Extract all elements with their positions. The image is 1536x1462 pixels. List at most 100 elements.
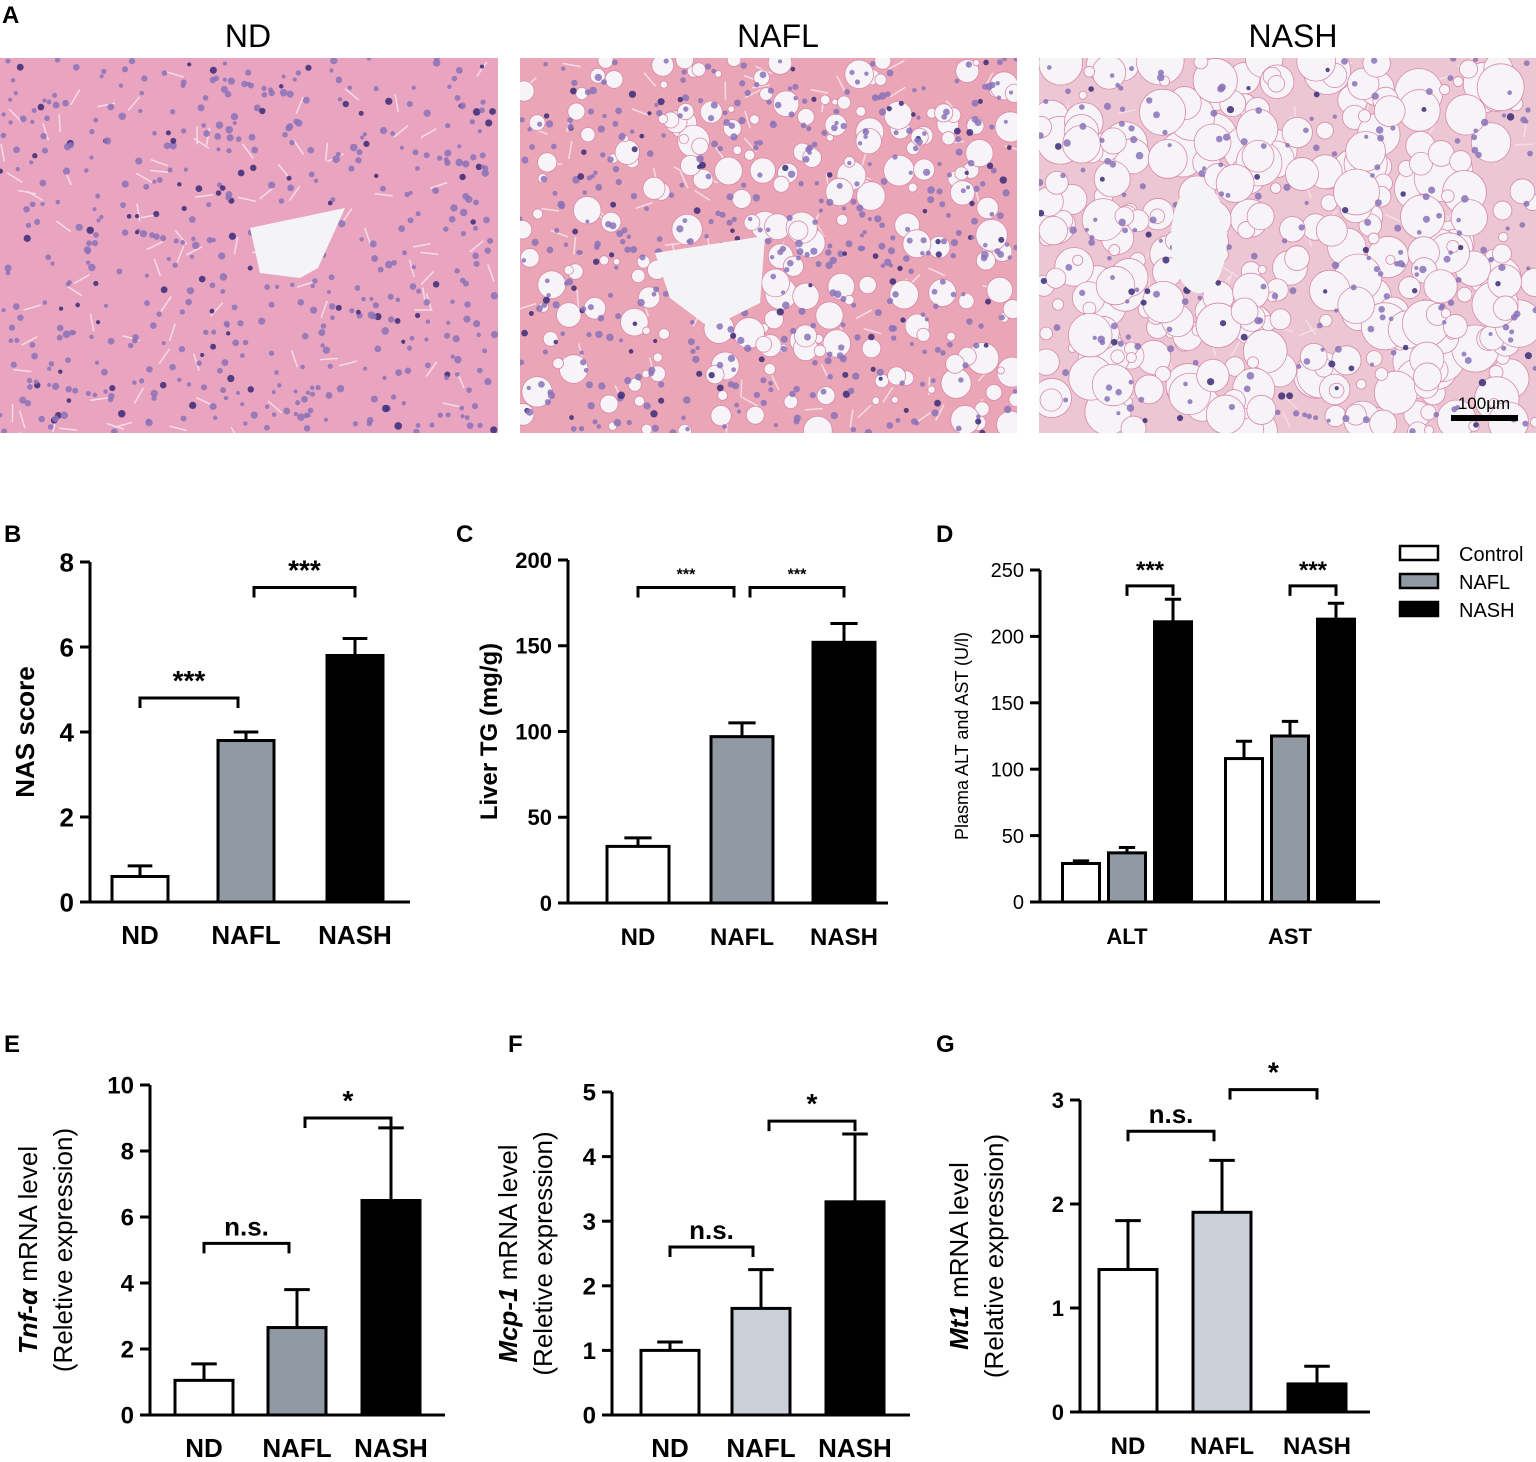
nucleus [470,154,477,161]
nucleus [1254,173,1260,180]
fat-vacuole [1365,350,1383,367]
nucleus [209,76,217,84]
nucleus [1039,179,1044,186]
nucleus [475,163,483,170]
nucleus [776,308,784,316]
sinusoid [408,259,415,278]
nucleus [1215,280,1222,286]
nucleus [121,180,129,188]
nucleus [825,261,833,270]
nucleus [561,66,566,71]
nucleus [903,255,910,262]
nucleus [286,175,292,181]
y-tick-label: 3 [1052,1088,1064,1113]
nucleus [781,290,786,295]
nucleus [47,424,54,430]
nucleus [864,428,873,433]
fat-vacuole [1051,298,1065,311]
nucleus [824,357,832,365]
nucleus [399,145,404,150]
nucleus [185,298,192,306]
nucleus [89,129,95,135]
nucleus [962,362,969,369]
nucleus [914,137,920,143]
nucleus [980,254,988,262]
nucleus [1331,261,1340,270]
nucleus [83,246,91,254]
nucleus [1433,411,1440,418]
nucleus [1348,365,1355,372]
nucleus [1007,255,1012,260]
nucleus [851,302,857,308]
nucleus [985,298,992,305]
nucleus [982,242,988,248]
nucleus [372,302,379,309]
nucleus [897,265,903,272]
nucleus [803,333,811,341]
nucleus [480,164,486,169]
nucleus [818,208,824,213]
nucleus [121,229,129,236]
fat-vacuole [749,114,760,125]
sinusoid [205,127,211,146]
nucleus [95,193,101,199]
nucleus [1473,58,1479,63]
nucleus [1519,222,1526,228]
nucleus [83,168,89,173]
nucleus [8,97,13,102]
nucleus [1370,58,1378,64]
nucleus [31,108,37,113]
sinusoid [741,396,759,407]
nucleus [983,59,989,66]
y-tick-label: 8 [121,1139,134,1166]
nucleus [628,90,637,98]
nucleus [905,226,911,232]
nucleus [180,240,186,245]
nucleus [889,278,897,285]
x-tick-label: ND [621,924,656,951]
nucleus [236,390,241,395]
sinusoid [1304,319,1316,335]
significance-bracket [252,586,357,598]
nucleus [62,99,69,107]
nucleus [1390,349,1397,356]
fat-vacuole [528,114,546,132]
nucleus [16,63,24,71]
nucleus [1388,316,1394,322]
nucleus [228,232,237,240]
nucleus [648,366,656,374]
nucleus [1374,199,1382,207]
nucleus [1428,186,1436,194]
nucleus [408,190,413,195]
scale-bar [1451,415,1518,421]
nucleus [765,227,771,233]
nucleus [1283,183,1291,191]
nucleus [274,284,280,289]
sinusoid [319,357,338,361]
nucleus [732,382,740,390]
nucleus [695,345,700,351]
fat-vacuole [1413,362,1442,392]
nucleus [1107,255,1112,261]
nucleus [544,398,551,406]
x-tick-label: NAFL [726,1433,795,1462]
nucleus [1505,226,1510,231]
nucleus [1099,176,1105,182]
nucleus [283,407,291,415]
nucleus [231,304,238,311]
fat-vacuole [714,70,723,78]
nucleus [1447,75,1454,81]
nucleus [563,242,569,247]
nucleus [890,335,897,341]
nucleus [381,327,390,335]
fat-vacuole [1328,382,1345,399]
nucleus [1063,397,1069,403]
nucleus [99,74,104,79]
nucleus [740,62,747,69]
legend-label: Control [1459,544,1523,566]
fat-vacuole [941,131,956,146]
nucleus [1054,143,1062,150]
nucleus [437,412,443,418]
y-tick-label: 1 [583,1338,596,1365]
nucleus [586,332,592,338]
